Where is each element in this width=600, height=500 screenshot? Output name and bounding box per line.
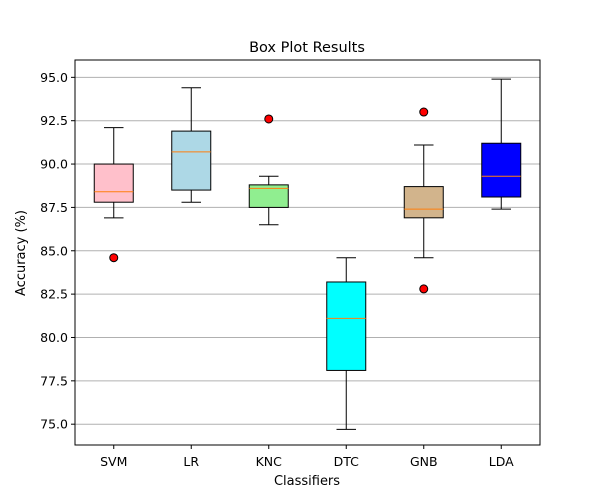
chart-title: Box Plot Results bbox=[249, 40, 365, 56]
x-tick-label: KNC bbox=[256, 454, 283, 469]
box-gnb bbox=[403, 107, 444, 294]
box-iqr bbox=[326, 281, 367, 371]
y-axis-label: Accuracy (%) bbox=[14, 210, 29, 296]
box-iqr bbox=[171, 130, 212, 191]
box-lr bbox=[171, 87, 212, 203]
y-tick-label: 80.0 bbox=[40, 330, 68, 345]
box-iqr bbox=[248, 184, 289, 208]
box-iqr bbox=[481, 142, 522, 198]
x-tick-label: LR bbox=[183, 454, 199, 469]
y-tick-label: 85.0 bbox=[40, 243, 68, 258]
y-axis: 75.0 77.5 80.0 82.5 85.0 87.5 90.0 92.5 95.0 bbox=[40, 70, 75, 432]
box-lda bbox=[481, 78, 522, 210]
box-iqr bbox=[403, 186, 444, 219]
x-tick-label: LDA bbox=[489, 454, 514, 469]
y-tick-label: 92.5 bbox=[40, 113, 68, 128]
box-iqr bbox=[93, 163, 134, 203]
box-group bbox=[93, 78, 522, 430]
box-svm bbox=[93, 127, 134, 263]
y-tick-label: 77.5 bbox=[40, 373, 68, 388]
y-tick-label: 82.5 bbox=[40, 287, 68, 302]
x-tick-label: GNB bbox=[410, 454, 438, 469]
y-tick-label: 95.0 bbox=[40, 70, 68, 85]
x-tick-label: DTC bbox=[334, 454, 360, 469]
gridlines bbox=[75, 76, 540, 425]
x-tick-label: SVM bbox=[100, 454, 127, 469]
x-axis: SVM LR KNC DTC GNB LDA bbox=[100, 445, 514, 469]
outlier-point bbox=[264, 114, 274, 124]
box-knc bbox=[248, 114, 289, 226]
outlier-point bbox=[109, 253, 119, 263]
y-tick-label: 75.0 bbox=[40, 417, 68, 432]
outlier-point bbox=[419, 284, 429, 294]
plot-frame bbox=[74, 59, 541, 446]
y-tick-label: 90.0 bbox=[40, 157, 68, 172]
outlier-point bbox=[419, 107, 429, 117]
y-tick-label: 87.5 bbox=[40, 200, 68, 215]
x-axis-label: Classifiers bbox=[274, 474, 340, 489]
box-dtc bbox=[326, 257, 367, 430]
